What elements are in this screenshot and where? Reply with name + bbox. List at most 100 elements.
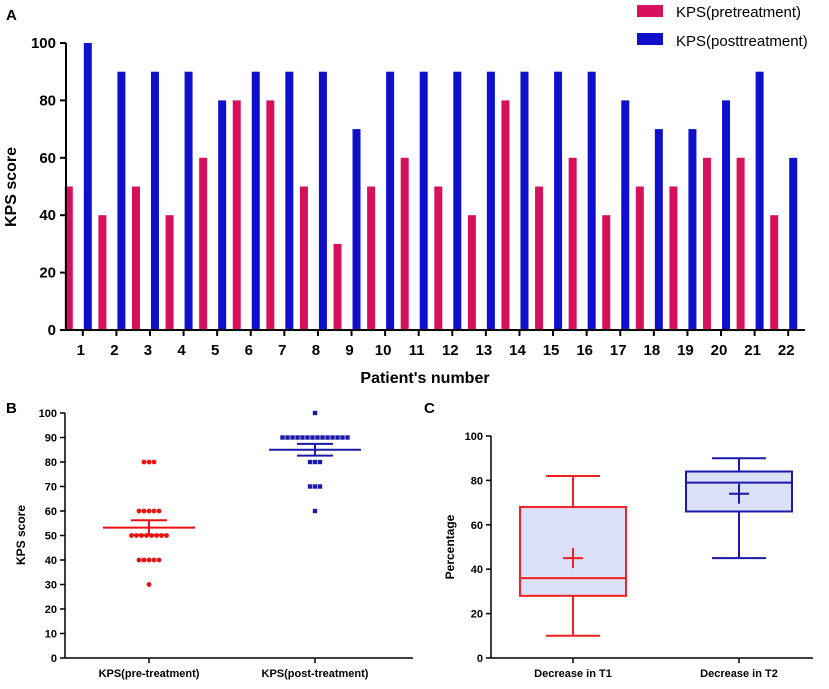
bar-pretreatment	[131, 186, 140, 330]
panel-a-y-tick-label: 80	[39, 92, 56, 109]
panel-a-y-tick-label: 20	[39, 265, 56, 282]
bar-pretreatment	[98, 215, 107, 330]
bar-pretreatment	[736, 157, 745, 330]
bar-pretreatment	[165, 215, 174, 330]
panel-a-y-tick-label: 100	[31, 35, 56, 52]
bar-pretreatment	[199, 157, 208, 330]
bar-pretreatment	[635, 186, 644, 330]
pre-treatment-point	[136, 557, 142, 563]
panel-a-x-tick-label: 13	[476, 342, 493, 359]
panel-a-x-tick-label: 17	[610, 342, 627, 359]
pre-treatment-point	[141, 508, 147, 514]
post-treatment-point	[307, 459, 313, 465]
box-iqr	[685, 470, 793, 513]
panel-a-x-tick-label: 11	[409, 342, 425, 359]
panel-a-legend: KPS(pretreatment) KPS(posttreatment)	[637, 4, 808, 50]
post-treatment-point	[312, 459, 318, 465]
post-treatment-point	[295, 435, 300, 440]
panel-a-x-tick-label: 19	[677, 342, 694, 359]
bar-pretreatment	[535, 186, 544, 330]
pre-treatment-point	[136, 508, 142, 514]
panel-c-y-tick-label: 100	[465, 431, 483, 443]
post-treatment-point	[305, 435, 310, 440]
bar-posttreatment	[318, 71, 327, 330]
post-treatment-point	[335, 435, 340, 440]
post-treatment-point	[312, 410, 318, 416]
panel-a-x-tick-label: 10	[375, 342, 392, 359]
post-treatment-point	[317, 484, 323, 489]
panel-a-x-tick-label: 6	[245, 342, 253, 359]
bar-posttreatment	[587, 71, 596, 330]
panel-b-y-label: KPS score	[14, 505, 28, 565]
post-treatment-point	[290, 435, 295, 440]
pre-treatment-point	[156, 557, 162, 563]
bar-posttreatment	[755, 71, 764, 330]
panel-a-y-tick-label: 0	[48, 322, 56, 339]
bar-posttreatment	[722, 100, 731, 331]
post-treatment-point	[317, 459, 323, 465]
bar-posttreatment	[150, 71, 159, 330]
bar-pretreatment	[703, 157, 712, 330]
bar-pretreatment	[367, 186, 376, 330]
bar-posttreatment	[554, 71, 563, 330]
post-treatment-point	[300, 435, 305, 440]
post-treatment-point	[340, 435, 345, 440]
bar-posttreatment	[386, 71, 395, 330]
post-treatment-point	[310, 435, 315, 440]
pre-treatment-point	[141, 557, 147, 563]
panel-c-y-tick-label: 80	[471, 475, 483, 487]
panel-c-y-tick-label: 0	[477, 653, 483, 665]
panel-b-y-tick-label: 50	[45, 531, 57, 543]
panel-a-x-tick-label: 3	[144, 342, 152, 359]
pre-treatment-point	[151, 508, 157, 514]
panel-a-x-tick-label: 2	[110, 342, 118, 359]
bar-posttreatment	[117, 71, 126, 330]
panel-b-y-tick-label: 90	[45, 433, 57, 445]
bar-pretreatment	[501, 100, 510, 331]
legend-label-posttreatment: KPS(posttreatment)	[676, 33, 808, 50]
panel-a-x-tick-label: 7	[278, 342, 286, 359]
panel-c-x-tick-label: Decrease in T2	[700, 668, 778, 680]
panel-c-y-label: Percentage	[443, 514, 457, 579]
panel-b-y-tick-label: 60	[45, 506, 57, 518]
panel-a-x-tick-label: 12	[442, 342, 459, 359]
panel-b-y-tick-label: 40	[45, 555, 57, 567]
post-treatment-point	[330, 435, 335, 440]
bar-pretreatment	[770, 215, 779, 330]
pre-treatment-point	[146, 557, 152, 563]
panel-c: C 0 20 40 60 80 100 Decrease in T1 Decrease in…	[424, 400, 813, 680]
panel-b-x-tick-label: KPS(post-treatment)	[262, 668, 369, 680]
bar-posttreatment	[251, 71, 260, 330]
panel-a-x-tick-label: 15	[543, 342, 560, 359]
panel-a-x-tick-label: 16	[576, 342, 593, 359]
post-treatment-point	[280, 435, 285, 440]
bar-pretreatment	[669, 186, 678, 330]
pre-treatment-point	[151, 459, 157, 465]
post-treatment-point	[345, 435, 350, 440]
post-treatment-point	[285, 435, 290, 440]
bar-posttreatment	[688, 129, 697, 330]
bar-pretreatment	[232, 100, 241, 331]
panel-a-y-tick-label: 60	[39, 150, 56, 167]
panel-b-x-tick-label: KPS(pre-treatment)	[99, 668, 200, 680]
panel-a-x-tick-label: 9	[345, 342, 353, 359]
panel-a-y-label: KPS score	[3, 147, 20, 227]
post-treatment-point	[315, 435, 320, 440]
pre-treatment-point	[146, 582, 152, 587]
panel-c-y-tick-label: 60	[471, 520, 483, 532]
panel-a-x-tick-label: 20	[711, 342, 728, 359]
bar-posttreatment	[621, 100, 630, 331]
bar-pretreatment	[400, 157, 409, 330]
legend-swatch-pretreatment	[637, 5, 663, 17]
panel-b: B 0 10 20 30 40 50 60 70 80 90 100 KPS(pre-treatme…	[6, 400, 413, 680]
bar-pretreatment	[64, 186, 73, 330]
bar-posttreatment	[520, 71, 529, 330]
panel-a-y-tick-label: 40	[39, 207, 56, 224]
panel-a-x-tick-label: 22	[778, 342, 795, 359]
post-treatment-point	[320, 435, 325, 440]
panel-a-x-tick-label: 21	[744, 342, 761, 359]
bar-posttreatment	[285, 71, 294, 330]
pre-treatment-point	[156, 508, 162, 514]
